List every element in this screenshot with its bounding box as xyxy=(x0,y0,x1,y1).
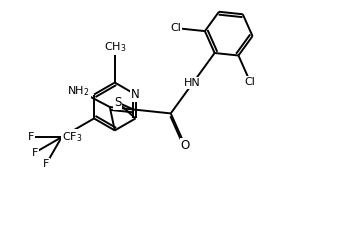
Text: CF$_3$: CF$_3$ xyxy=(62,130,82,144)
Text: F: F xyxy=(32,148,38,158)
Text: HN: HN xyxy=(184,78,201,88)
Text: O: O xyxy=(181,139,190,152)
Text: F: F xyxy=(43,159,49,169)
Text: NH$_2$: NH$_2$ xyxy=(67,84,90,98)
Text: N: N xyxy=(131,88,140,101)
Text: F: F xyxy=(27,132,34,142)
Text: Cl: Cl xyxy=(245,77,256,87)
Text: CH$_3$: CH$_3$ xyxy=(103,40,126,54)
Text: Cl: Cl xyxy=(171,23,182,33)
Text: S: S xyxy=(114,96,121,109)
